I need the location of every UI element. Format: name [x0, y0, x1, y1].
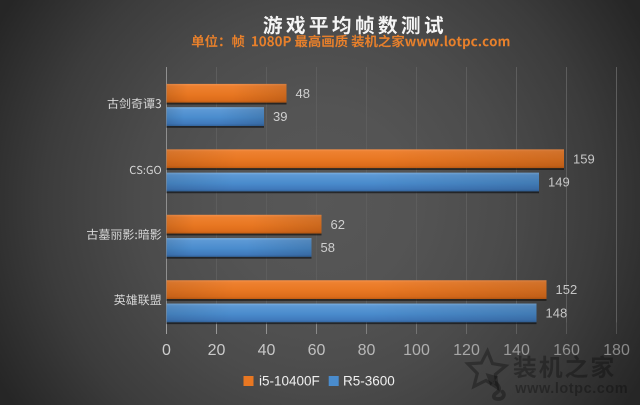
svg-text:i5-10400F: i5-10400F: [259, 374, 320, 389]
svg-text:120: 120: [453, 342, 480, 359]
svg-text:39: 39: [273, 109, 287, 124]
svg-text:148: 148: [546, 306, 568, 321]
svg-text:R5-3600: R5-3600: [343, 374, 395, 389]
svg-text:0: 0: [162, 342, 171, 359]
svg-text:152: 152: [556, 282, 578, 297]
svg-text:180: 180: [603, 342, 630, 359]
svg-text:www.lotpc.com: www.lotpc.com: [514, 381, 628, 397]
svg-text:160: 160: [553, 342, 580, 359]
svg-text:58: 58: [321, 240, 335, 255]
svg-text:62: 62: [331, 217, 345, 232]
svg-text:60: 60: [308, 342, 326, 359]
svg-text:140: 140: [503, 342, 530, 359]
svg-text:48: 48: [296, 86, 310, 101]
svg-text:40: 40: [258, 342, 276, 359]
svg-text:149: 149: [548, 175, 570, 190]
svg-text:80: 80: [358, 342, 376, 359]
svg-text:20: 20: [208, 342, 226, 359]
svg-text:100: 100: [403, 342, 430, 359]
svg-text:159: 159: [573, 151, 595, 166]
